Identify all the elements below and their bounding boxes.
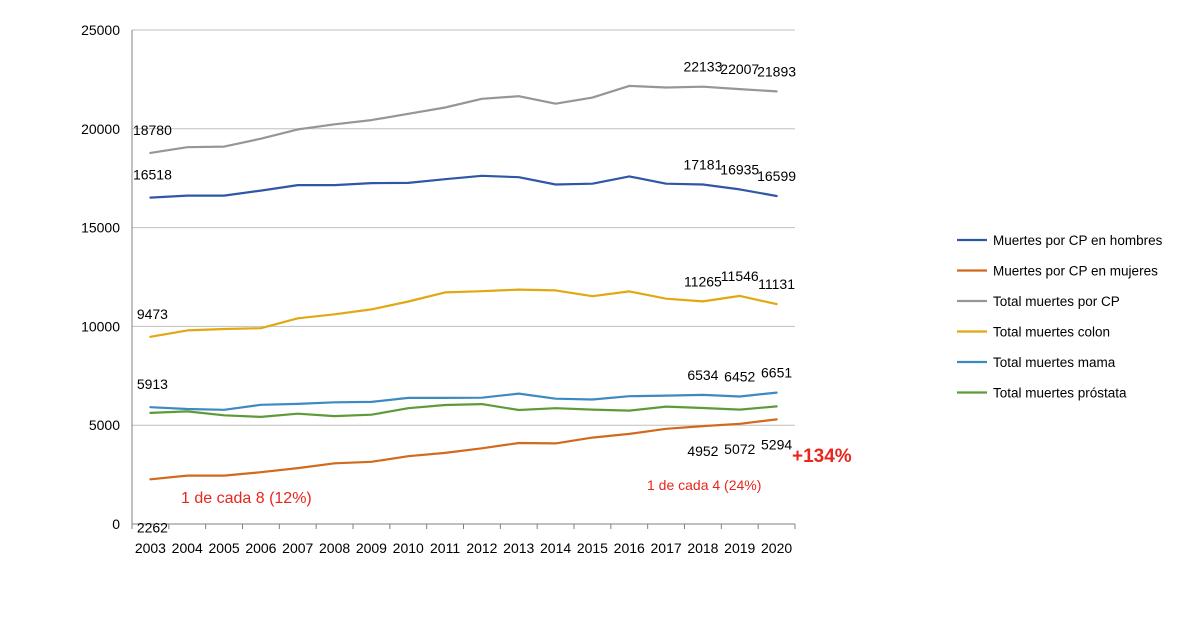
data-label: 5294	[761, 436, 792, 452]
x-tick-label: 2008	[319, 540, 350, 556]
y-tick-label: 25000	[81, 22, 120, 38]
data-label: 21893	[757, 63, 796, 79]
x-tick-label: 2005	[209, 540, 240, 556]
x-tick-label: 2011	[430, 540, 460, 556]
x-tick-label: 2012	[466, 540, 497, 556]
data-label: 16518	[133, 167, 172, 183]
x-tick-label: 2003	[135, 540, 166, 556]
legend-label: Total muertes próstata	[993, 386, 1127, 401]
gridlines	[132, 29, 795, 426]
data-label: 22007	[720, 61, 759, 77]
data-label: 16599	[757, 168, 796, 184]
x-tick-label: 2016	[614, 540, 645, 556]
series-line-1	[149, 418, 778, 481]
axes: 0 5000 10000 15000 20000 25000 2003 2004 2005 200…	[81, 22, 796, 556]
y-tick-label: 15000	[81, 220, 120, 236]
series-lines	[149, 84, 778, 481]
legend-label: Total muertes colon	[993, 325, 1110, 340]
legend-label: Muertes por CP en hombres	[993, 233, 1163, 248]
data-label: 4952	[687, 443, 718, 459]
x-tick-label: 2007	[282, 540, 313, 556]
annotation-left-note: 1 de cada 8 (12%)	[181, 490, 312, 507]
data-label: 17181	[683, 157, 722, 173]
series-line-0	[149, 174, 778, 199]
series-line-2	[149, 84, 778, 154]
data-label: 11265	[684, 273, 722, 289]
data-label: 11131	[758, 276, 795, 292]
data-label: 6452	[724, 369, 755, 385]
legend-label: Total muertes mama	[993, 355, 1116, 370]
data-label: 5072	[724, 441, 755, 457]
legend: Muertes por CP en hombres Muertes por CP …	[957, 233, 1163, 401]
series-line-4	[149, 391, 778, 411]
x-tick-label: 2020	[761, 540, 792, 556]
x-tick-label: 2013	[503, 540, 534, 556]
x-tick-label: 2015	[577, 540, 608, 556]
y-tick-label: 5000	[89, 417, 120, 433]
annotation-right-note: 1 de cada 4 (24%)	[647, 477, 761, 493]
legend-label: Total muertes por CP	[993, 294, 1120, 309]
data-label: 16935	[720, 161, 759, 177]
data-label: 5913	[137, 376, 168, 392]
legend-label: Muertes por CP en mujeres	[993, 264, 1158, 279]
data-label: 2262	[137, 519, 168, 535]
y-tick-label: 0	[112, 516, 120, 532]
y-tick-label: 20000	[81, 121, 120, 137]
y-tick-label: 10000	[81, 318, 120, 334]
x-tick-label: 2006	[245, 540, 276, 556]
x-tick-label: 2009	[356, 540, 387, 556]
data-label: 11546	[721, 268, 759, 284]
x-tick-label: 2017	[651, 540, 682, 556]
data-label: 9473	[137, 306, 168, 322]
x-tick-label: 2004	[172, 540, 203, 556]
series-line-3	[149, 288, 778, 338]
data-label: 22133	[683, 59, 722, 75]
x-tick-label: 2010	[393, 540, 424, 556]
x-tick-label: 2019	[724, 540, 755, 556]
data-label: 6534	[687, 367, 718, 383]
annotation-growth: +134%	[792, 446, 852, 467]
series-line-5	[149, 403, 778, 418]
data-label: 18780	[133, 122, 172, 138]
data-label: 6651	[761, 365, 792, 381]
x-tick-label: 2014	[540, 540, 571, 556]
x-tick-label: 2018	[687, 540, 718, 556]
